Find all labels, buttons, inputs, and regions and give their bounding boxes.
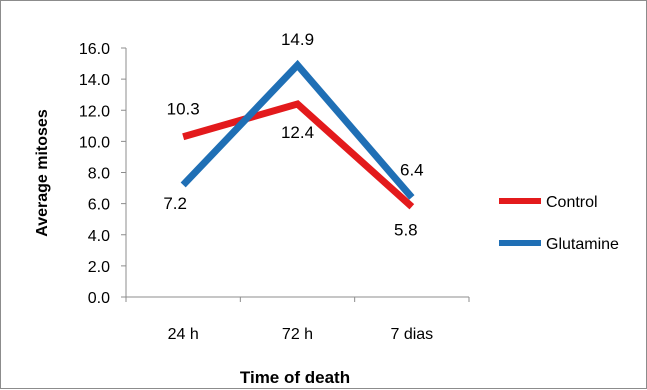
data-label-control: 10.3 [167,100,200,119]
y-tick-label: 4.0 [88,228,110,245]
series-line-glutamine [180,59,415,200]
y-tick-label: 6.0 [88,197,110,214]
y-tick-label: 2.0 [88,259,110,276]
data-label-control: 5.8 [394,221,418,240]
y-ticks: 0.0 2.0 4.0 6.0 8.0 10.0 12.0 14.0 16.0 [79,41,126,307]
y-tick-label: 10.0 [79,134,110,151]
legend-label-glutamine: Glutamine [546,236,619,253]
y-tick-label: 16.0 [79,41,110,58]
series-line-control [182,100,415,210]
y-tick-label: 8.0 [88,166,110,183]
y-tick-label: 14.0 [79,72,110,89]
x-tick-label: 72 h [282,326,313,343]
data-label-glutamine: 6.4 [400,160,424,179]
series-lines [180,59,415,210]
data-labels: 10.3 12.4 5.8 7.2 14.9 6.4 [163,30,423,240]
x-axis-title: Time of death [240,368,350,387]
y-tick-label: 0.0 [88,290,110,307]
data-label-glutamine: 14.9 [281,30,314,49]
legend-label-control: Control [546,194,598,211]
y-axis-title: Average mitoses [34,109,51,237]
y-tick-label: 12.0 [79,103,110,120]
x-ticks: 24 h 72 h 7 dias [125,297,470,343]
data-label-glutamine: 7.2 [163,194,187,213]
legend: Control Glutamine [499,194,619,253]
x-tick-label: 7 dias [390,326,433,343]
data-label-control: 12.4 [281,123,314,142]
x-tick-label: 24 h [168,326,199,343]
